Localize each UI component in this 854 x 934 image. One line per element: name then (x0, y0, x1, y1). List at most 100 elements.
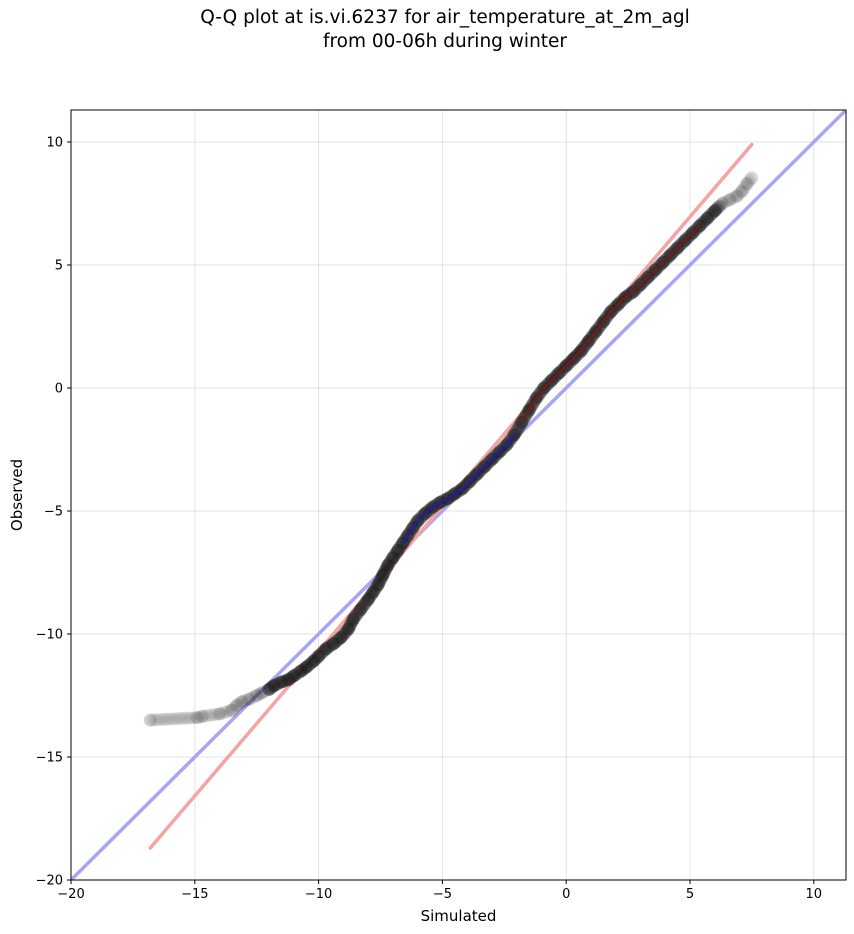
quantile-point (391, 543, 405, 557)
quantile-point (737, 181, 751, 195)
quantile-point (705, 206, 719, 220)
axes-frame (70, 109, 847, 881)
quantile-point (223, 704, 237, 718)
quantile-point (242, 692, 256, 706)
quantile-point (740, 177, 754, 191)
quantile-point (383, 555, 397, 569)
quantile-point (346, 612, 360, 626)
quantile-point (345, 615, 359, 629)
quantile-point (392, 542, 406, 556)
y-tick-label: −15 (36, 750, 63, 765)
quantile-point (180, 711, 194, 725)
quantile-point (262, 682, 276, 696)
quantile-point (256, 685, 270, 699)
quantile-point (267, 679, 281, 693)
quantile-point (700, 211, 714, 225)
quantile-point (376, 568, 390, 582)
chart-subtitle: from 00-06h during winter (322, 31, 568, 52)
quantile-point (393, 540, 407, 554)
quantile-point (386, 551, 400, 565)
quantile-point (381, 558, 395, 572)
quantile-point (711, 200, 725, 214)
quantile-point (307, 654, 321, 668)
quantile-point (358, 597, 372, 611)
quantile-point (171, 712, 185, 726)
quantile-point (734, 185, 748, 199)
quantile-point (242, 692, 256, 706)
quantile-point (302, 658, 316, 672)
quantile-point (375, 569, 389, 583)
x-tick-label: −20 (57, 887, 84, 902)
quantile-point (317, 644, 331, 658)
quantile-point (334, 631, 348, 645)
quantile-point (296, 663, 310, 677)
quantile-point (335, 629, 349, 643)
quantile-point (226, 702, 240, 716)
quantile-point (510, 423, 524, 437)
quantile-point (157, 712, 171, 726)
quantile-point (282, 673, 296, 687)
quantile-point (378, 564, 392, 578)
quantile-point (190, 711, 204, 725)
quantile-point (713, 199, 727, 213)
quantile-point (282, 673, 296, 687)
quantile-point (391, 543, 405, 557)
quantile-point (214, 706, 228, 720)
quantile-point (252, 687, 266, 701)
quantile-point (154, 713, 168, 727)
axis-ticks: −20 −15 −10 −5 0 5 10 −20 −15 −10 −5 0 5 10 (36, 135, 823, 902)
quantile-point (347, 611, 361, 625)
quantile-point (259, 684, 273, 698)
quantile-point (250, 688, 264, 702)
quantile-point (715, 196, 729, 210)
quantile-point (280, 673, 294, 687)
quantile-point (370, 579, 384, 593)
quantile-point (195, 709, 209, 723)
quantile-point (389, 546, 403, 560)
quantile-point (194, 710, 208, 724)
quantile-point (340, 623, 354, 637)
quantile-point (368, 582, 382, 596)
quantile-point (365, 587, 379, 601)
quantile-point (339, 625, 353, 639)
x-tick-label: 5 (686, 887, 694, 902)
quantile-point (187, 711, 201, 725)
quantile-point (274, 675, 288, 689)
quantile-point (227, 701, 241, 715)
quantile-point (143, 713, 157, 727)
quantile-point (741, 176, 755, 190)
quantile-point (314, 647, 328, 661)
quantile-point (185, 711, 199, 725)
quantile-point (329, 635, 343, 649)
quantile-point (261, 683, 275, 697)
quantile-point (213, 707, 227, 721)
quantile-point (287, 669, 301, 683)
quantile-point (219, 705, 233, 719)
quantile-point (164, 712, 178, 726)
quantile-point (364, 588, 378, 602)
quantile-point (250, 688, 264, 702)
chart-title: Q-Q plot at is.vi.6237 for air_temperatu… (200, 7, 690, 28)
quantile-point (356, 600, 370, 614)
x-axis-label: Simulated (421, 907, 497, 925)
quantile-point (287, 669, 301, 683)
quantile-point (315, 645, 329, 659)
quantile-point (742, 174, 756, 188)
quantile-point (353, 604, 367, 618)
quantile-point (343, 619, 357, 633)
y-tick-label: −20 (36, 874, 63, 889)
quantile-point (310, 650, 324, 664)
quantile-point (234, 696, 248, 710)
y-tick-label: −5 (44, 504, 63, 519)
quantile-point (385, 552, 399, 566)
quantile-point (189, 711, 203, 725)
quantile-point (361, 593, 375, 607)
quantile-point (744, 172, 758, 186)
quantile-point (362, 591, 376, 605)
y-axis-label: Observed (8, 459, 26, 531)
quantile-point (354, 602, 368, 616)
quantile-point (248, 689, 262, 703)
quantile-point (703, 209, 717, 223)
quantile-point (372, 576, 386, 590)
quantile-point (195, 709, 209, 723)
